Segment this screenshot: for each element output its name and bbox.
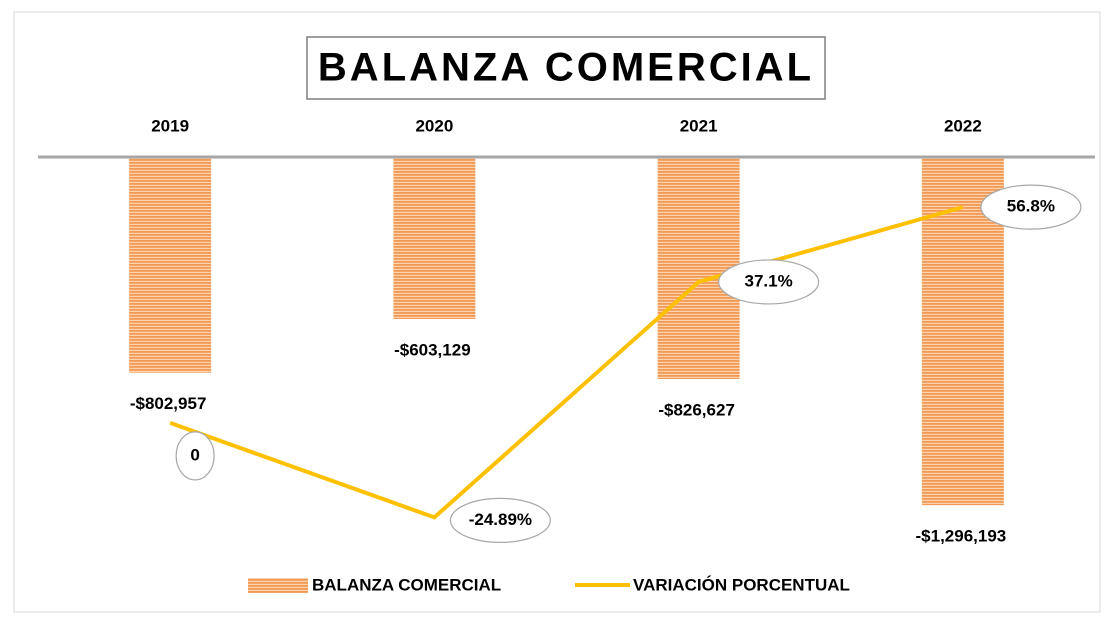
bar-value-label: -$603,129 [394,340,471,359]
legend-label: VARIACIÓN PORCENTUAL [633,575,850,594]
x-tick-label: 2020 [415,116,453,135]
bar-value-label: -$802,957 [130,394,207,413]
legend-swatch [248,578,308,593]
x-tick-label: 2019 [151,116,189,135]
line-value-label: 37.1% [745,271,793,290]
x-tick-label: 2022 [944,116,982,135]
line-value-label: 56.8% [1007,197,1055,216]
x-tick-label: 2021 [680,116,718,135]
callout-bubble [718,259,820,305]
callout-bubble [980,184,1082,230]
bar [129,157,212,373]
bar [393,157,476,319]
legend-label: BALANZA COMERCIAL [312,575,501,594]
line [169,205,964,520]
callout-bubble [449,497,551,543]
line-value-label: 0 [190,445,199,464]
bar-value-label: -$1,296,193 [916,527,1007,546]
line-value-label: -24.89% [469,510,532,529]
bar-value-label: -$826,627 [658,400,735,419]
callout-bubble [175,431,215,481]
title-box [306,36,826,100]
chart-title: BALANZA COMERCIAL [318,46,814,90]
bar [657,157,740,380]
